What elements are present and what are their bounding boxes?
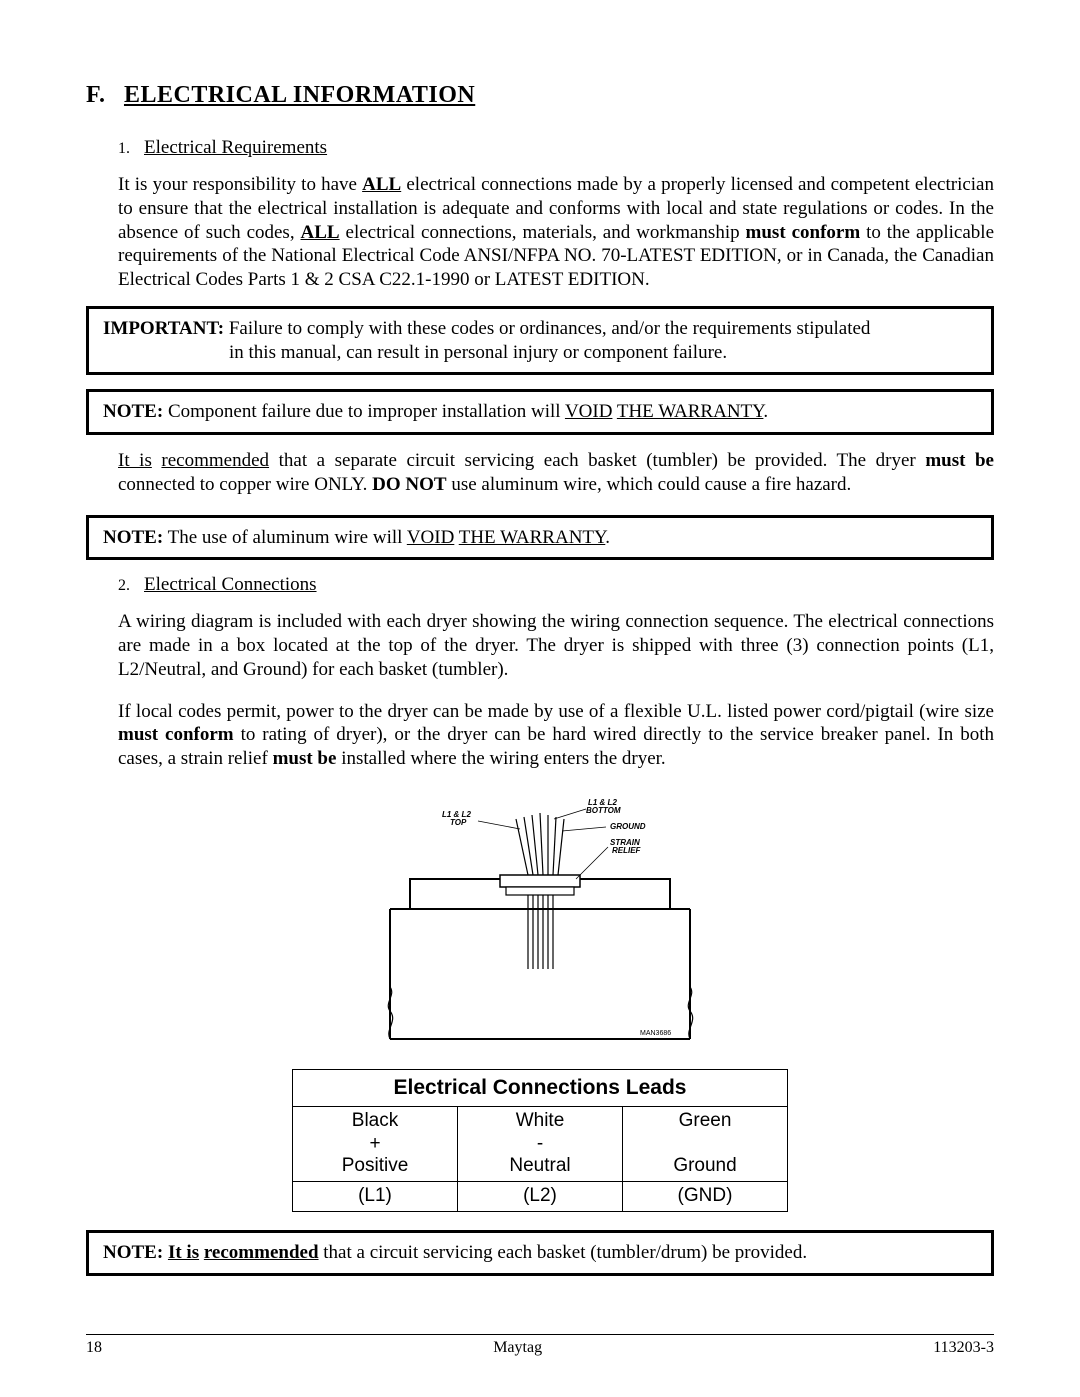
text-underline: It is bbox=[118, 450, 152, 471]
text: use aluminum wire, which could cause a f… bbox=[447, 474, 852, 495]
text: Component failure due to improper instal… bbox=[163, 401, 565, 422]
table-cell: White - Neutral bbox=[458, 1106, 623, 1181]
text-bold: DO NOT bbox=[372, 474, 446, 495]
svg-text:TOP: TOP bbox=[450, 818, 467, 827]
diagram-partno: MAN3686 bbox=[640, 1030, 671, 1037]
text: Failure to comply with these codes or or… bbox=[224, 318, 870, 339]
text-underline: VOID bbox=[565, 401, 613, 422]
section-title-text: ELECTRICAL INFORMATION bbox=[124, 82, 475, 108]
text-underline: VOID bbox=[407, 527, 455, 548]
text: electrical connections, materials, and w… bbox=[340, 222, 746, 243]
section-heading: F. ELECTRICAL INFORMATION bbox=[86, 82, 994, 109]
note-box: NOTE: Component failure due to improper … bbox=[86, 389, 994, 435]
svg-text:BOTTOM: BOTTOM bbox=[586, 806, 621, 815]
paragraph: A wiring diagram is included with each d… bbox=[118, 610, 994, 681]
text: If local codes permit, power to the drye… bbox=[118, 701, 994, 722]
important-box: IMPORTANT: Failure to comply with these … bbox=[86, 306, 994, 376]
text: The use of aluminum wire will bbox=[163, 527, 407, 548]
important-label: IMPORTANT: bbox=[103, 318, 224, 339]
text: installed where the wiring enters the dr… bbox=[336, 748, 665, 769]
table-cell: (L2) bbox=[458, 1182, 623, 1212]
text: Green bbox=[679, 1110, 732, 1131]
text: White bbox=[516, 1110, 565, 1131]
text: . bbox=[763, 401, 768, 422]
text: that a separate circuit servicing each b… bbox=[269, 450, 925, 471]
list-item: 1. Electrical Requirements It is your re… bbox=[118, 137, 994, 292]
section-letter: F. bbox=[86, 82, 105, 109]
text bbox=[152, 450, 162, 471]
table-title: Electrical Connections Leads bbox=[293, 1069, 788, 1106]
text: that a circuit servicing each basket (tu… bbox=[319, 1242, 808, 1263]
item-number: 2. bbox=[118, 577, 140, 595]
diagram-svg: L1 & L2 TOP L1 & L2 BOTTOM GROUND STRAIN… bbox=[330, 789, 750, 1059]
note-label: NOTE: bbox=[103, 527, 163, 548]
text-bold-underline: ALL bbox=[362, 174, 401, 195]
leads-table: Electrical Connections Leads Black + Pos… bbox=[292, 1069, 788, 1212]
paragraph: It is recommended that a separate circui… bbox=[118, 449, 994, 497]
text-bold: must conform bbox=[746, 222, 861, 243]
svg-text:GROUND: GROUND bbox=[610, 822, 646, 831]
text-underline: recommended bbox=[161, 450, 269, 471]
note-box: NOTE: It is recommended that a circuit s… bbox=[86, 1230, 994, 1276]
text: . bbox=[605, 527, 610, 548]
text: Ground bbox=[673, 1155, 736, 1176]
item-heading: Electrical Connections bbox=[144, 574, 317, 595]
text: It is your responsibility to have bbox=[118, 174, 362, 195]
note-label: NOTE: bbox=[103, 1242, 163, 1263]
table-cell: (L1) bbox=[293, 1182, 458, 1212]
item-number: 1. bbox=[118, 140, 140, 158]
list-item: 2. Electrical Connections A wiring diagr… bbox=[118, 574, 994, 771]
text: + bbox=[369, 1133, 380, 1154]
table-cell: Green Ground bbox=[623, 1106, 788, 1181]
text-bold: must be bbox=[273, 748, 337, 769]
text: Neutral bbox=[509, 1155, 570, 1176]
text-bold-underline: ALL bbox=[301, 222, 340, 243]
text-underline: THE WARRANTY bbox=[617, 401, 764, 422]
text-bold: must conform bbox=[118, 724, 234, 745]
page-footer: 18 Maytag 113203-3 bbox=[86, 1334, 994, 1357]
item-heading: Electrical Requirements bbox=[144, 137, 327, 158]
wiring-diagram: L1 & L2 TOP L1 & L2 BOTTOM GROUND STRAIN… bbox=[86, 789, 994, 1059]
text: Black bbox=[352, 1110, 398, 1131]
paragraph: It is your responsibility to have ALL el… bbox=[118, 173, 994, 292]
text: connected to copper wire ONLY. bbox=[118, 474, 372, 495]
text: Positive bbox=[342, 1155, 409, 1176]
paragraph: If local codes permit, power to the drye… bbox=[118, 700, 994, 771]
text-underline: THE WARRANTY bbox=[459, 527, 606, 548]
text-bold-underline: It is bbox=[168, 1242, 199, 1263]
text: in this manual, can result in personal i… bbox=[103, 341, 977, 365]
footer-doc: 113203-3 bbox=[933, 1339, 994, 1357]
svg-text:RELIEF: RELIEF bbox=[612, 846, 642, 855]
note-box: NOTE: The use of aluminum wire will VOID… bbox=[86, 515, 994, 561]
footer-brand: Maytag bbox=[493, 1339, 542, 1357]
page-number: 18 bbox=[86, 1339, 102, 1357]
table-cell: (GND) bbox=[623, 1182, 788, 1212]
text-bold: must be bbox=[925, 450, 994, 471]
table-cell: Black + Positive bbox=[293, 1106, 458, 1181]
text-bold-underline: recommended bbox=[204, 1242, 319, 1263]
note-label: NOTE: bbox=[103, 401, 163, 422]
text: - bbox=[537, 1133, 543, 1154]
